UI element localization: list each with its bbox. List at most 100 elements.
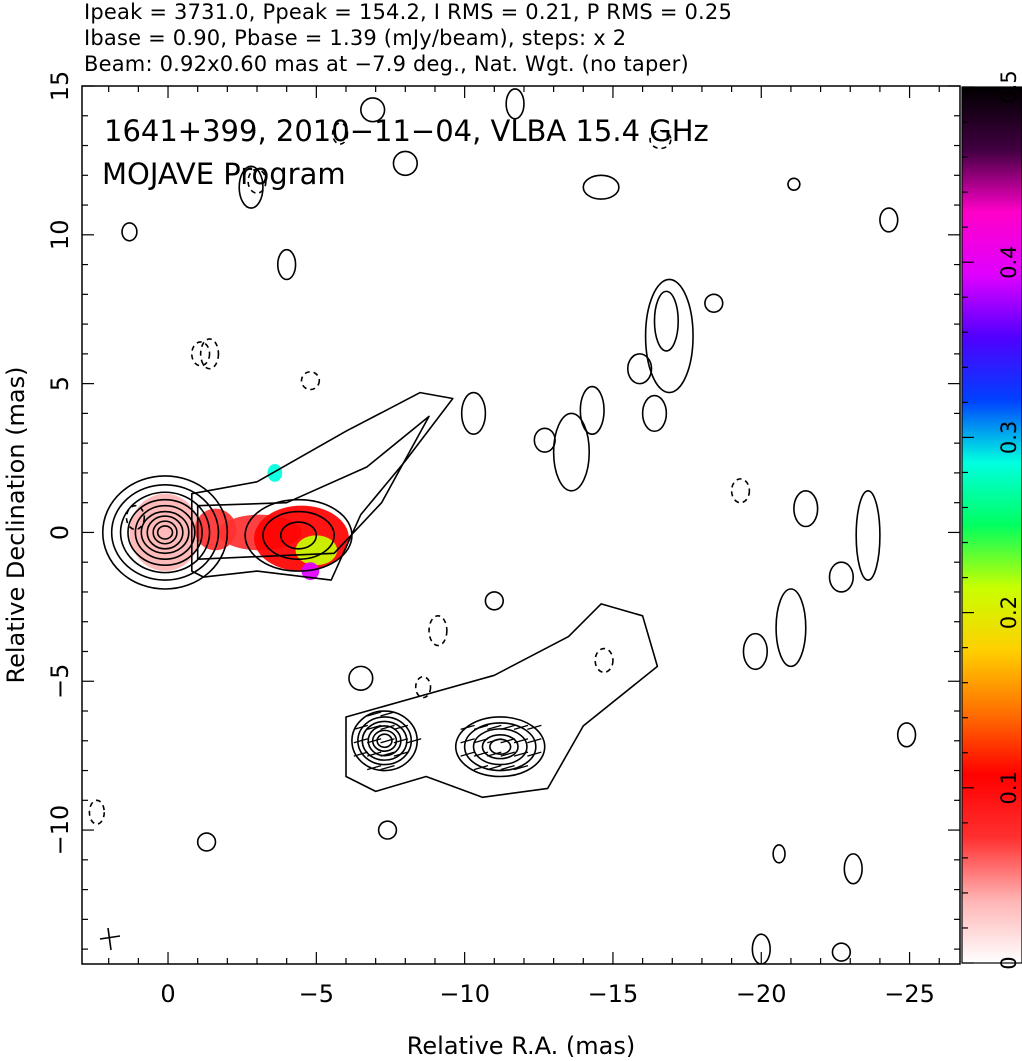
contour-isolated [582,174,620,200]
axis-tick-labels: 0 −5 −10 −15 −20 −25 −10 −5 0 5 10 15 [46,71,935,1008]
y-tick-label: −10 [46,805,74,856]
header-line-2: Ibase = 0.90, Pbase = 1.39 (mJy/beam), s… [84,26,627,50]
contour-level [101,475,229,590]
polarization-vector [473,738,489,744]
contour-level [376,733,393,749]
polarization-vector [353,751,369,757]
contour-level [351,710,418,772]
contour-isolated [533,427,556,453]
plot-frame [81,85,961,965]
contour-negative [649,129,672,150]
y-tick-label: 0 [46,525,74,540]
contour-negative [199,338,220,370]
contour-level [279,521,318,550]
chart-title: 1641+399, 2010−11−04, VLBA 15.4 GHz [104,114,709,148]
polarization-vector [513,751,529,757]
polarization-vector [353,724,369,731]
x-tick-label: −25 [884,980,935,1008]
contour-level [357,716,413,766]
x-tick-label: −5 [299,980,334,1008]
polarization-vector [500,764,515,771]
contour-isolated [377,820,398,840]
polarization-patch [301,562,320,581]
polarization-vector [487,751,502,757]
polarization-vector [366,724,382,731]
contour-isolated [843,853,863,885]
polarization-vector [393,751,409,757]
y-tick-label: −5 [46,664,74,699]
contour-level [152,520,178,545]
polarization-vector [380,764,395,771]
polarization-vector [473,764,489,771]
contour-isolated [879,207,899,233]
contour-level [454,716,546,778]
contour-isolated [787,177,801,191]
y-axis-label: Relative Declination (mas) [2,366,30,683]
contour-isolated [641,394,668,433]
y-tick-label: 15 [46,71,74,102]
polarization-vector [487,724,502,731]
contour-negative [428,614,448,647]
contour-envelope [196,415,430,560]
colorbar-label: 0.4 [997,245,1021,278]
colorbar-labels: 0 0.1 0.2 0.3 0.4 0.5 [997,70,1021,969]
contour-negative [414,675,432,699]
polarization-vector [380,711,395,717]
y-tick-label: 5 [46,376,74,391]
contour-level [134,504,196,561]
contour-level [472,728,528,766]
polarization-vector [500,724,515,731]
contour-isolated [775,588,807,668]
polarization-vector [366,751,382,757]
polarization-patch [295,535,338,566]
contour-negative [300,370,321,391]
polarization-patch [129,493,201,572]
polarization-vector [353,738,369,744]
contour-isolated [896,722,917,748]
contour-isolated [704,293,724,313]
polarization-vector [393,738,409,744]
polarization-vector [366,711,382,717]
polarization-vectors [353,711,542,771]
colorbar-label: 0.2 [997,596,1021,629]
colorbar-label: 0.5 [997,70,1021,103]
polarization-vector [407,738,422,744]
colorbar-label: 0 [997,956,1021,969]
polarization-vector [366,738,382,744]
contour-isolated [121,222,138,242]
beam-marker [99,927,121,951]
contour-isolated [360,97,386,123]
polarization-vector [393,724,409,731]
contour-isolated [751,933,771,964]
contour-isolated [552,412,591,492]
colorbar [961,86,1022,964]
contour-isolated [644,278,694,394]
polarization-vector [473,724,489,731]
polarization-vector [380,751,395,757]
polarization-vector [513,738,529,744]
colorbar-ticks [962,86,974,964]
contour-level [140,510,190,555]
contour-level [463,722,537,772]
contour-negative [247,168,267,194]
contour-isolated [579,385,605,436]
contour-isolated [772,844,786,864]
polarization-vector [380,724,395,731]
x-tick-label: −10 [439,980,490,1008]
contour-negative [594,647,614,674]
contour-isolated [505,88,525,120]
polarization-vector [487,764,502,771]
x-tick-label: −20 [736,980,787,1008]
contour-isolated [238,165,264,209]
contour-isolated [831,942,852,962]
contour-isolated [626,353,653,385]
contour-level [156,525,174,540]
contour-isolated [392,150,418,177]
polarization-vector [513,724,529,731]
polarization-vector [460,751,475,757]
contour-isolated [855,489,881,581]
contour-envelope [191,391,454,581]
polarization-color-layer [129,463,349,581]
polarization-vector [500,751,515,757]
